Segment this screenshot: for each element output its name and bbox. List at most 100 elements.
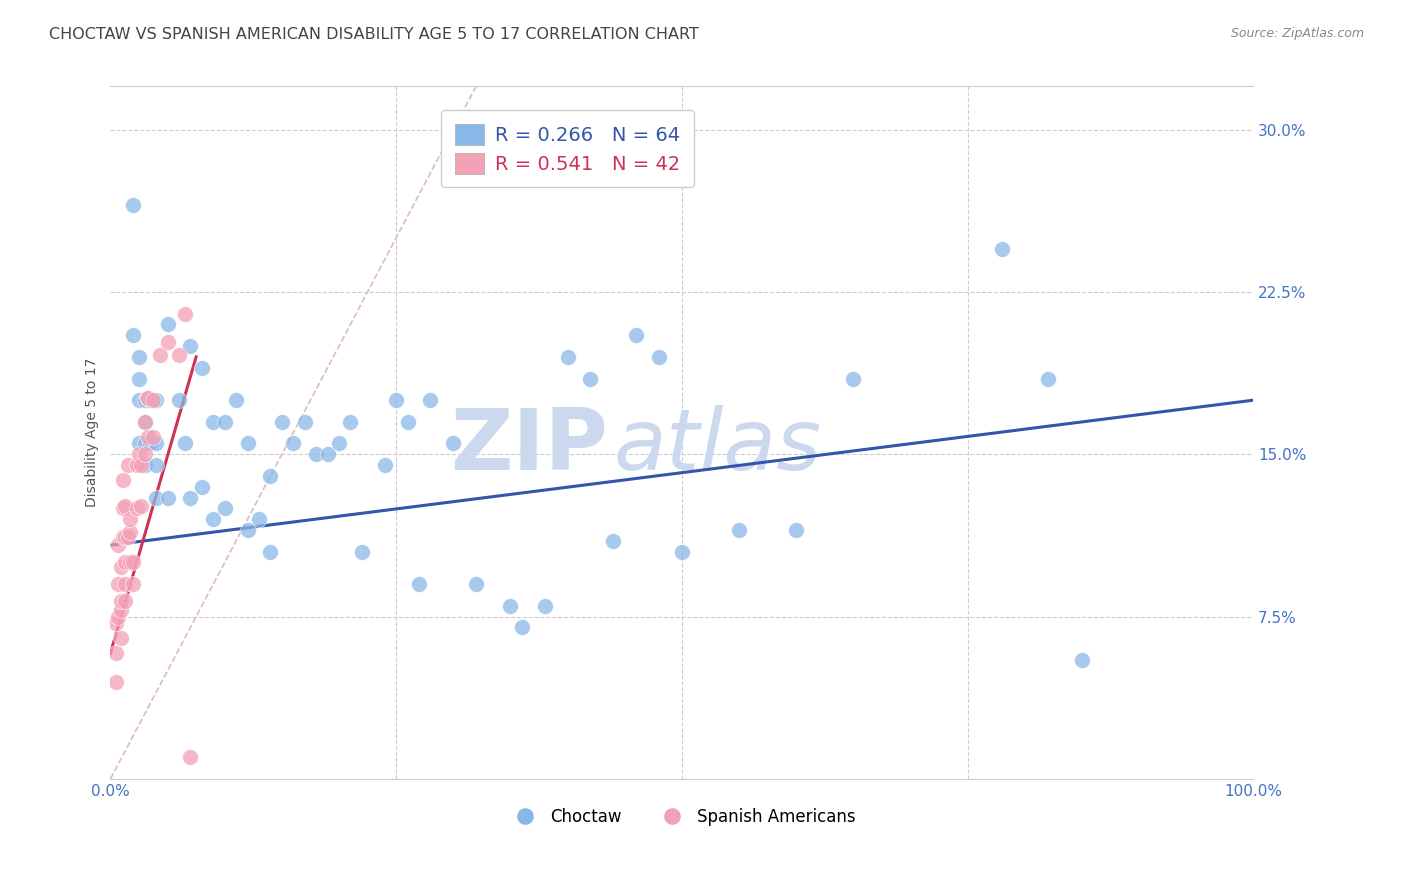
Point <box>156 491 179 505</box>
Text: CHOCTAW VS SPANISH AMERICAN DISABILITY AGE 5 TO 17 CORRELATION CHART: CHOCTAW VS SPANISH AMERICAN DISABILITY A… <box>49 27 699 42</box>
Point <box>110 603 132 617</box>
Point <box>419 393 441 408</box>
Point <box>125 501 148 516</box>
Point <box>191 360 214 375</box>
Point <box>1036 371 1059 385</box>
Point <box>145 491 167 505</box>
Point <box>173 436 195 450</box>
Point <box>148 348 170 362</box>
Point <box>139 393 162 408</box>
Point <box>145 436 167 450</box>
Point <box>339 415 361 429</box>
Point <box>214 415 236 429</box>
Point <box>122 577 145 591</box>
Point <box>316 447 339 461</box>
Point <box>259 544 281 558</box>
Point <box>134 415 156 429</box>
Point <box>842 371 865 385</box>
Point <box>225 393 247 408</box>
Point <box>557 350 579 364</box>
Point <box>533 599 555 613</box>
Point <box>236 523 259 537</box>
Legend: Choctaw, Spanish Americans: Choctaw, Spanish Americans <box>502 802 862 833</box>
Point <box>105 647 128 661</box>
Point <box>156 318 179 332</box>
Point <box>283 436 305 450</box>
Point <box>179 750 201 764</box>
Point <box>117 458 139 472</box>
Point <box>128 371 150 385</box>
Point <box>270 415 292 429</box>
Point <box>247 512 270 526</box>
Point <box>114 500 136 514</box>
Point <box>142 393 165 408</box>
Point <box>134 393 156 408</box>
Point <box>214 501 236 516</box>
Point <box>105 616 128 631</box>
Point <box>202 512 225 526</box>
Point <box>648 350 671 364</box>
Point <box>236 436 259 450</box>
Point <box>139 436 162 450</box>
Text: ZIP: ZIP <box>450 405 607 488</box>
Point <box>385 393 408 408</box>
Point <box>510 620 533 634</box>
Point <box>128 436 150 450</box>
Point <box>114 556 136 570</box>
Point <box>671 544 693 558</box>
Point <box>179 339 201 353</box>
Point <box>1070 653 1092 667</box>
Point <box>374 458 396 472</box>
Point <box>114 577 136 591</box>
Point <box>125 458 148 472</box>
Point <box>122 198 145 212</box>
Point <box>111 529 134 543</box>
Point <box>136 391 159 405</box>
Point <box>134 458 156 472</box>
Point <box>107 609 129 624</box>
Point <box>105 674 128 689</box>
Point <box>128 447 150 461</box>
Point <box>111 473 134 487</box>
Point <box>128 393 150 408</box>
Point <box>122 556 145 570</box>
Point <box>117 529 139 543</box>
Point <box>202 415 225 429</box>
Point <box>156 334 179 349</box>
Point <box>110 594 132 608</box>
Point <box>991 242 1014 256</box>
Point <box>114 594 136 608</box>
Text: atlas: atlas <box>613 405 821 488</box>
Point <box>191 480 214 494</box>
Point <box>128 350 150 364</box>
Point <box>259 469 281 483</box>
Point <box>107 538 129 552</box>
Point <box>499 599 522 613</box>
Point <box>624 328 647 343</box>
Point <box>134 436 156 450</box>
Point <box>328 436 350 450</box>
Point <box>465 577 488 591</box>
Point <box>111 501 134 516</box>
Point <box>129 500 152 514</box>
Point <box>118 525 141 540</box>
Point <box>294 415 316 429</box>
Point <box>107 577 129 591</box>
Point <box>114 529 136 543</box>
Point <box>118 556 141 570</box>
Point <box>441 436 464 450</box>
Point <box>129 458 152 472</box>
Point <box>350 544 373 558</box>
Point <box>408 577 430 591</box>
Point <box>122 328 145 343</box>
Point <box>179 491 201 505</box>
Point <box>136 391 159 405</box>
Point <box>110 559 132 574</box>
Point <box>167 348 190 362</box>
Point <box>142 430 165 444</box>
Point <box>728 523 751 537</box>
Point <box>602 533 624 548</box>
Point <box>396 415 419 429</box>
Point <box>145 393 167 408</box>
Point <box>785 523 807 537</box>
